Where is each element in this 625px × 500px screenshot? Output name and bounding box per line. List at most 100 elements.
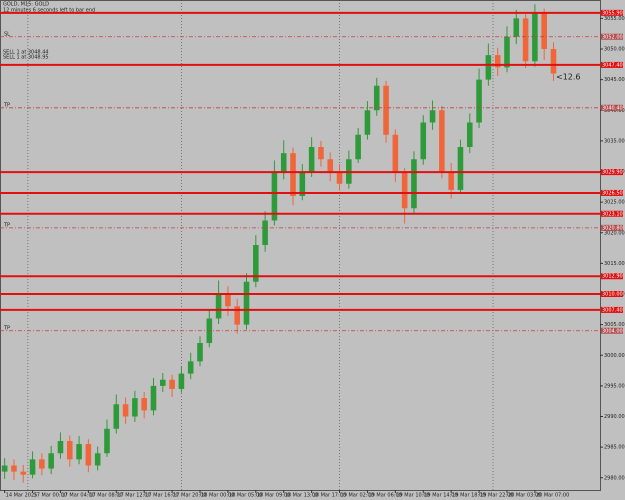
candle-body: [336, 171, 343, 184]
level-note: TP: [3, 325, 10, 331]
x-tick-label: 20 Mar 07:00: [536, 493, 569, 499]
level-label-box: [601, 33, 623, 40]
level-note: SL: [4, 31, 10, 37]
y-tick-label: 3035.00: [604, 138, 625, 144]
level-label: 3052.00: [602, 34, 623, 40]
candle-body: [504, 36, 510, 68]
candle-body: [122, 404, 129, 417]
x-tick-label: 19 Mar 14:00: [424, 493, 457, 499]
x-tick-label: 17 Mar 08:00: [89, 493, 122, 499]
candle-body: [225, 294, 231, 307]
annotation: SELL 1 at 3048.44: [3, 50, 49, 56]
candle-body: [94, 453, 101, 466]
candle-body: [457, 147, 464, 190]
candle-body: [383, 85, 389, 135]
candle-body: [318, 147, 324, 160]
x-tick-label: 18 Mar 09:00: [257, 493, 290, 499]
x-tick-label: 19 Mar 10:00: [396, 493, 429, 499]
y-tick-label: 3000.00: [604, 353, 625, 359]
candle-body: [262, 220, 268, 245]
candle-body: [364, 110, 371, 135]
candle-body: [187, 361, 194, 374]
y-tick-label: 3055.00: [604, 16, 625, 22]
level-label: 3029.90: [602, 170, 623, 176]
annotation: SELL 1 at 3048.95: [3, 55, 49, 61]
x-tick-label: 17 Mar 12:00: [117, 493, 150, 499]
x-tick-label: 17 Mar 04:00: [61, 493, 94, 499]
x-tick-label: 18 Mar 17:00: [313, 493, 346, 499]
x-tick-label: 18 Mar 13:00: [285, 493, 318, 499]
candle-body: [178, 373, 185, 389]
candle-body: [66, 441, 73, 460]
candle-body: [169, 379, 175, 389]
x-tick-label: 20 Mar 03:00: [508, 493, 541, 499]
candle-body: [39, 459, 45, 469]
x-tick-label: 19 Mar 06:00: [368, 493, 401, 499]
level-label-box: [601, 61, 623, 68]
candle-body: [420, 122, 427, 160]
level-label-box: [601, 273, 623, 280]
candle-body: [253, 245, 259, 282]
x-tick-label: 14 Mar 2025: [6, 493, 38, 499]
level-label-box: [601, 306, 623, 313]
level-label-box: [601, 104, 623, 111]
level-label: 3010.00: [602, 292, 623, 298]
level-label: 3055.90: [602, 10, 623, 16]
candle-body: [392, 134, 399, 172]
candle-body: [429, 110, 436, 123]
candle-body: [197, 343, 203, 362]
candle-body: [280, 153, 287, 172]
candle-body: [327, 159, 334, 172]
level-label: 3026.50: [602, 190, 623, 196]
candle-body: [243, 281, 250, 325]
x-tick-label: 17 Mar 20:00: [173, 493, 206, 499]
x-tick-label: 17 Mar 00:00: [34, 493, 67, 499]
candle-body: [11, 465, 17, 472]
level-label: 3023.10: [602, 211, 623, 217]
candle-body: [485, 55, 492, 80]
candle-body: [160, 379, 166, 386]
x-tick-label: 19 Mar 22:00: [480, 493, 513, 499]
candle-body: [76, 444, 82, 460]
candle-body: [290, 153, 296, 196]
candle-body: [541, 12, 547, 49]
candle-body: [1, 465, 8, 472]
level-note: TP: [3, 102, 10, 108]
candle-body: [373, 85, 380, 111]
y-tick-label: 2990.00: [604, 414, 625, 420]
candle-body: [141, 398, 147, 411]
candle-body: [20, 471, 27, 475]
candle-body: [522, 18, 529, 62]
candle-body: [466, 122, 473, 147]
y-tick-label: 3005.00: [604, 322, 625, 328]
level-label-box: [601, 224, 623, 231]
level-label-box: [601, 210, 623, 217]
candle-body: [448, 171, 454, 190]
x-tick-label: 19 Mar 02:00: [341, 493, 374, 499]
candle-body: [271, 171, 278, 221]
candle-body: [550, 49, 557, 74]
candle-body: [57, 441, 64, 454]
level-label-box: [601, 327, 623, 334]
y-tick-label: 3015.00: [604, 261, 625, 267]
candle-body: [234, 306, 240, 325]
candle-body: [411, 159, 417, 209]
level-label: 3040.40: [602, 105, 623, 111]
candle-body: [513, 18, 520, 37]
level-label-box: [601, 169, 623, 176]
y-tick-label: 3025.00: [604, 200, 625, 206]
candle-body: [150, 385, 157, 411]
candle-body: [113, 404, 120, 429]
level-label: 3047.40: [602, 62, 623, 68]
y-tick-label: 3045.00: [604, 77, 625, 83]
candle-body: [29, 459, 36, 475]
candle-body: [355, 134, 361, 160]
x-tick-label: 19 Mar 18:00: [452, 493, 485, 499]
y-tick-label: 2995.00: [604, 383, 625, 389]
candle-body: [215, 294, 222, 319]
level-label: 3004.00: [602, 328, 623, 334]
level-label: 3020.80: [602, 225, 623, 231]
